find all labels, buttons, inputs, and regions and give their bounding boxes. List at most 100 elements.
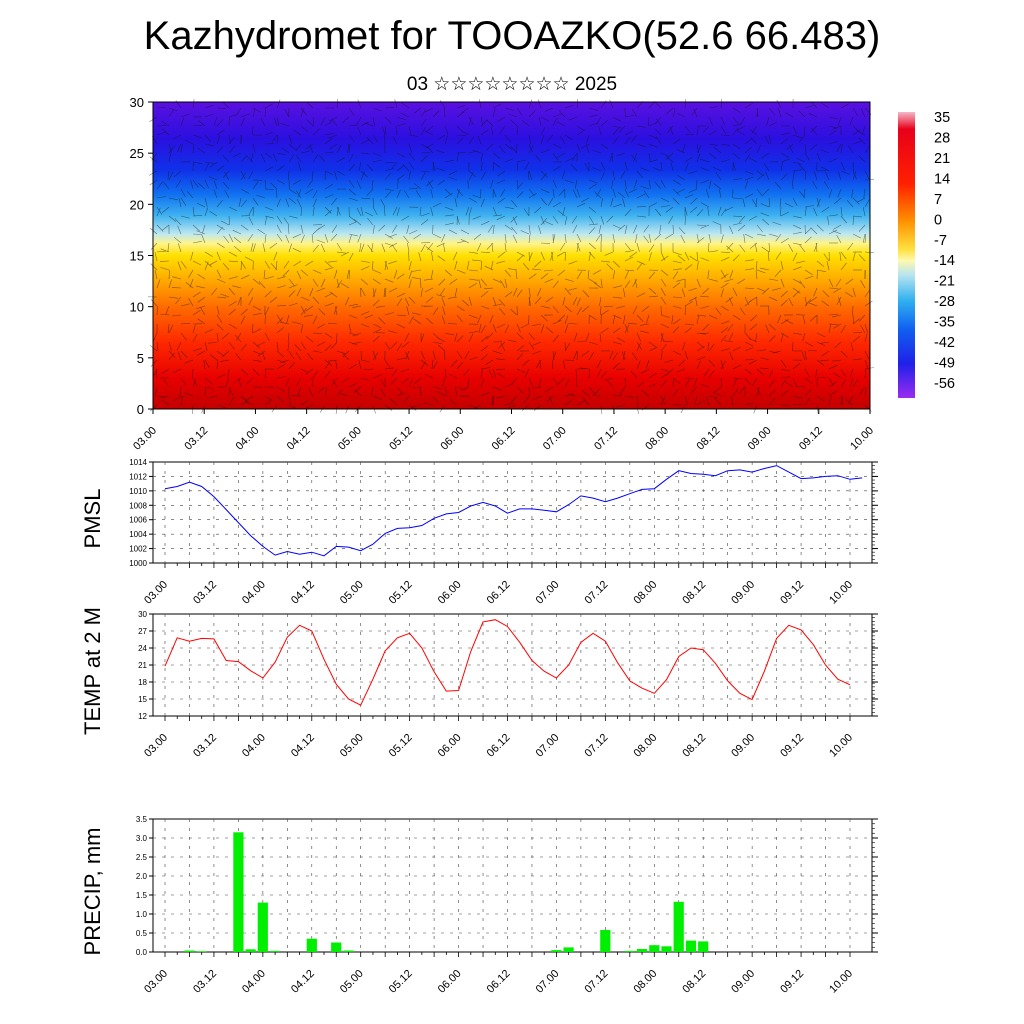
precip-bar [331, 942, 342, 952]
precip-bar [649, 945, 660, 952]
panel2-x-tick-label: 09.00 [729, 732, 757, 760]
panel1-x-tick-label: 10.00 [827, 579, 855, 607]
colorbar-label: 14 [934, 171, 950, 187]
heatmap-x-tick-label: 07.12 [592, 425, 620, 453]
panel1-y-tick-label: 1000 [129, 559, 147, 568]
temperature-field [153, 102, 870, 409]
precip-bar [270, 950, 281, 952]
panel1-frame [152, 461, 873, 564]
panel2-x-tick-label: 06.12 [485, 732, 513, 760]
precip-bar [624, 950, 635, 952]
panel1-y-tick-label: 1008 [129, 501, 147, 510]
colorbar-label: -14 [934, 253, 955, 269]
panel1-series-line [164, 465, 863, 557]
panel2-x-tick-label: 08.12 [680, 732, 708, 760]
panel2-x-tick-label: 07.12 [583, 732, 611, 760]
precip-bar [184, 950, 195, 952]
panel3-y-tick-label: 3.0 [136, 834, 148, 843]
heatmap-x-tick-label: 04.12 [285, 425, 313, 453]
panel3-x-tick-label: 04.12 [289, 968, 317, 996]
heatmap-y-tick-label: 0 [137, 402, 144, 417]
precip-bar [343, 950, 354, 952]
panel2-x-tick-label: 03.12 [191, 732, 219, 760]
panel1-x-tick-label: 09.12 [778, 579, 806, 607]
heatmap-y-tick-label: 25 [130, 146, 144, 161]
heatmap-x-tick-label: 06.12 [490, 425, 518, 453]
panel1-x-tick-label: 07.00 [534, 579, 562, 607]
panel3-x-tick-label: 07.00 [534, 968, 562, 996]
panel2-x-tick-label: 03.00 [142, 732, 170, 760]
precip-bar [551, 950, 562, 952]
heatmap-y-tick-label: 10 [130, 300, 144, 315]
panel2-y-tick-label: 27 [138, 627, 147, 636]
heatmap-x-tick-label: 03.00 [131, 425, 159, 453]
panel3-y-axis-title: PRECIP, mm [80, 828, 105, 956]
panel1-y-tick-label: 1014 [129, 458, 147, 467]
heatmap-x-tick-label: 06.00 [438, 425, 466, 453]
panel1-x-tick-label: 05.00 [338, 579, 366, 607]
colorbar-label: -56 [934, 376, 955, 392]
panel1-y-tick-label: 1006 [129, 516, 147, 525]
panel2-y-tick-label: 12 [138, 712, 147, 721]
panel1-x-tick-label: 05.12 [387, 579, 415, 607]
heatmap-x-tick-label: 07.00 [541, 425, 569, 453]
precip-bar [196, 951, 207, 952]
panel3-x-tick-label: 03.12 [191, 968, 219, 996]
panel2-x-tick-label: 05.12 [387, 732, 415, 760]
colorbar-label: 35 [934, 110, 950, 126]
colorbar-label: 7 [934, 192, 942, 208]
heatmap-x-tick-label: 04.00 [234, 425, 262, 453]
panel3-x-tick-label: 06.12 [485, 968, 513, 996]
precip-bar [245, 949, 256, 952]
panel3-x-tick-label: 07.12 [583, 968, 611, 996]
panel2-y-tick-label: 30 [138, 610, 147, 619]
heatmap-x-tick-label: 03.12 [182, 425, 210, 453]
panel2-x-tick-label: 04.00 [240, 732, 268, 760]
heatmap-x-tick-label: 09.12 [797, 425, 825, 453]
panel1-x-tick-label: 06.12 [485, 579, 513, 607]
colorbar [898, 112, 915, 398]
precip-bar [673, 901, 684, 952]
precip-bar [233, 832, 244, 952]
panel2-y-axis-title: TEMP at 2 M [80, 607, 105, 735]
panel3-x-tick-label: 08.12 [680, 968, 708, 996]
precip-bar [600, 930, 611, 952]
panel3-y-tick-label: 2.5 [136, 853, 148, 862]
panel3-x-tick-label: 03.00 [142, 968, 170, 996]
panel2-x-tick-label: 06.00 [436, 732, 464, 760]
panel2-series-line [164, 619, 851, 706]
panel3-x-tick-label: 10.00 [827, 968, 855, 996]
panel3-x-tick-label: 08.00 [631, 968, 659, 996]
panel1-x-tick-label: 04.00 [240, 579, 268, 607]
panel2-y-tick-label: 24 [138, 644, 147, 653]
wind-barbs-overlay [147, 98, 875, 415]
panel1-grid [153, 462, 872, 563]
panel1-x-tick-label: 08.12 [680, 579, 708, 607]
panel2-y-tick-label: 21 [138, 661, 147, 670]
panel1-x-tick-label: 09.00 [729, 579, 757, 607]
panel3-y-tick-label: 1.5 [136, 891, 148, 900]
precip-bar [563, 947, 574, 952]
panel2-y-tick-label: 15 [138, 695, 147, 704]
precip-bar [257, 902, 268, 952]
panel1-x-tick-label: 07.12 [583, 579, 611, 607]
panel3-x-tick-label: 06.00 [436, 968, 464, 996]
panel2-x-tick-label: 07.00 [534, 732, 562, 760]
colorbar-label: -35 [934, 315, 955, 331]
colorbar-label: -21 [934, 274, 955, 290]
precip-bar [685, 940, 697, 952]
heatmap-x-tick-label: 08.12 [695, 425, 723, 453]
panel1-x-tick-label: 03.12 [191, 579, 219, 607]
chart-title: Kazhydromet for TOOAZKO(52.6 66.483) [143, 14, 881, 58]
panel2-x-tick-label: 08.00 [631, 732, 659, 760]
panel1-y-tick-label: 1010 [129, 487, 147, 496]
panel3-y-tick-label: 2.0 [136, 872, 148, 881]
panel2-x-tick-label: 09.12 [778, 732, 806, 760]
precip-bar [698, 941, 709, 952]
colorbar-label: 21 [934, 151, 950, 167]
heatmap-x-tick-label: 05.00 [336, 425, 364, 453]
heatmap-x-tick-label: 05.12 [387, 425, 415, 453]
heatmap-x-tick-label: 08.00 [643, 425, 671, 453]
colorbar-label: 28 [934, 130, 950, 146]
